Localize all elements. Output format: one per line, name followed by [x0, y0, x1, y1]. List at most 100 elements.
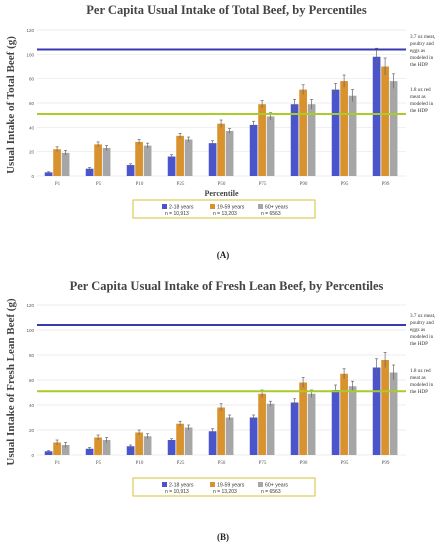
legend-label-3: 60+ years	[265, 483, 288, 489]
x-tick-label: P10	[136, 182, 144, 187]
bar-p25-3	[184, 427, 193, 455]
legend-label-3: 60+ years	[265, 205, 288, 211]
legend-n-2: n = 13,203	[213, 489, 237, 495]
legend-swatch-3	[258, 482, 263, 487]
bar-p10-2	[135, 141, 143, 176]
legend-swatch-2	[210, 482, 215, 487]
bar-p90-3	[307, 393, 316, 455]
bar-p99-2	[381, 360, 389, 455]
bar-p5-2	[94, 437, 102, 455]
bar-p99-3	[389, 81, 398, 176]
legend-label-1: 2-18 years	[169, 205, 194, 211]
bar-p95-2	[340, 373, 348, 455]
chart-title: Per Capita Usual Intake of Fresh Lean Be…	[70, 279, 384, 293]
y-axis-label: Usual Intake of Fresh Lean Beef (g)	[5, 298, 17, 466]
x-tick-label: P5	[96, 182, 102, 187]
y-axis-label: Usual Intake of Total Beef (g)	[5, 36, 17, 174]
bar-p25-1	[167, 156, 176, 176]
bar-p25-3	[184, 139, 193, 176]
y-tick-label: 120	[26, 303, 34, 308]
x-tick-label: P90	[300, 182, 308, 187]
bar-p99-1	[372, 367, 381, 455]
y-tick-label: 120	[26, 28, 34, 33]
bar-p25-2	[176, 423, 184, 455]
x-axis-label: Percentile	[204, 189, 239, 198]
bar-p5-1	[85, 168, 94, 176]
x-tick-label: P75	[259, 182, 267, 187]
y-tick-label: 100	[26, 328, 34, 333]
y-tick-label: 40	[29, 125, 35, 130]
x-tick-label: P25	[177, 182, 185, 187]
x-tick-label: P75	[259, 461, 267, 466]
x-tick-label: P90	[300, 461, 308, 466]
legend-label-1: 2-18 years	[169, 483, 194, 489]
bar-p1-3	[61, 152, 70, 176]
x-tick-label: P10	[136, 461, 144, 466]
bar-p10-3	[143, 436, 152, 455]
bar-p90-2	[299, 89, 307, 176]
bar-p1-1	[44, 172, 53, 176]
bar-p95-1	[331, 89, 340, 176]
y-tick-label: 60	[29, 101, 35, 106]
bar-p5-2	[94, 144, 102, 176]
x-tick-label: P1	[55, 182, 61, 187]
bar-p99-1	[372, 56, 381, 177]
bar-p5-3	[102, 148, 111, 176]
chart-title: Per Capita Usual Intake of Total Beef, b…	[86, 3, 367, 17]
legend-swatch-2	[210, 204, 215, 209]
bar-p75-2	[258, 104, 266, 176]
bar-p95-2	[340, 81, 348, 176]
bar-p75-1	[249, 124, 258, 176]
bar-p25-2	[176, 135, 184, 176]
reference-annotation-2: 1.8 oz red meat as modeled in the HDP	[410, 368, 434, 395]
bar-p50-3	[225, 130, 234, 176]
y-tick-label: 60	[29, 378, 35, 383]
legend-label-2: 19-59 years	[217, 205, 245, 211]
y-tick-label: 40	[29, 403, 35, 408]
bar-p50-1	[208, 431, 217, 455]
bar-p90-2	[299, 382, 307, 455]
x-tick-label: P95	[341, 461, 349, 466]
x-tick-label: P1	[55, 461, 61, 466]
x-tick-label: P99	[382, 461, 390, 466]
legend-box	[132, 477, 316, 497]
legend-n-1: n = 10,913	[165, 489, 189, 495]
reference-annotation-1: 3.7 oz meat, poultry and eggs as modeled in…	[410, 34, 435, 68]
bar-p75-3	[266, 116, 275, 176]
legend-swatch-1	[162, 204, 167, 209]
bar-p5-1	[85, 448, 94, 455]
bar-p95-1	[331, 390, 340, 455]
bar-p1-2	[53, 442, 61, 455]
bar-p50-3	[225, 417, 234, 455]
y-tick-label: 80	[29, 353, 35, 358]
x-tick-label: P50	[218, 461, 226, 466]
bar-p1-2	[53, 149, 61, 176]
y-tick-label: 100	[26, 52, 34, 57]
x-tick-label: P25	[177, 461, 185, 466]
bar-p5-3	[102, 440, 111, 455]
legend-n-3: n = 6563	[261, 211, 281, 217]
y-tick-label: 80	[29, 77, 35, 82]
bar-p95-3	[348, 95, 357, 176]
bar-p1-3	[61, 445, 70, 455]
bar-p75-1	[249, 417, 258, 455]
bar-p90-1	[290, 402, 299, 455]
y-tick-label: 0	[31, 453, 34, 458]
reference-annotation-1: 3.7 oz meat, poultry and eggs as modeled in…	[410, 313, 435, 347]
bar-p99-3	[389, 372, 398, 455]
bar-p10-2	[135, 432, 143, 455]
reference-annotation-2: 1.8 oz red meat as modeled in the HDP	[410, 87, 434, 114]
legend-n-2: n = 13,203	[213, 211, 237, 217]
legend-swatch-3	[258, 204, 263, 209]
x-tick-label: P95	[341, 182, 349, 187]
bar-p50-2	[217, 407, 225, 455]
bar-p99-2	[381, 66, 389, 176]
bar-p1-1	[44, 451, 53, 455]
bar-p25-1	[167, 440, 176, 455]
legend-box	[132, 199, 316, 219]
bar-p50-2	[217, 123, 225, 176]
bar-p10-1	[126, 446, 135, 455]
bar-p10-3	[143, 145, 152, 176]
x-tick-label: P5	[96, 461, 102, 466]
